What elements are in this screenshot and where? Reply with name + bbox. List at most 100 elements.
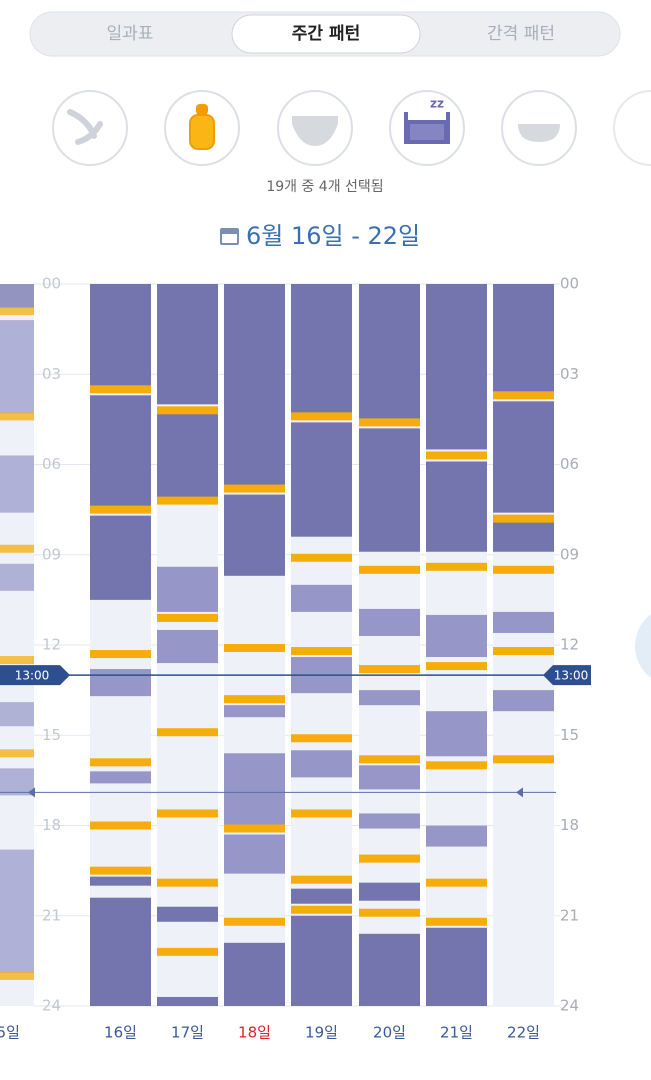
nap-block [291, 750, 352, 778]
now-label: 13:00 [15, 669, 50, 683]
nap-block [426, 825, 487, 847]
feed-mark [157, 406, 218, 415]
feed-mark [224, 644, 285, 653]
y-tick-label: 15 [560, 726, 579, 744]
nap-block [224, 834, 285, 874]
reference-arrow [516, 787, 523, 798]
sleep-block [426, 927, 487, 1006]
sleep-block [359, 882, 420, 901]
sleep-block [157, 284, 218, 405]
day-label: 20일 [373, 1024, 406, 1042]
nap-block [493, 611, 554, 633]
icon-glyph [518, 124, 560, 142]
tab-label[interactable]: 주간 패턴 [292, 24, 360, 44]
nap-block [426, 711, 487, 757]
y-tick-label: 15 [42, 726, 61, 744]
day-label: 17일 [171, 1024, 204, 1042]
tab-selected-pill [231, 14, 421, 54]
chart: 00 00 03 03 06 06 09 09 12 12 15 15 18 18 21 21 24 24 15일 1… [0, 275, 591, 1042]
feed-mark [493, 755, 554, 764]
feed-mark [359, 854, 420, 863]
feed-mark [359, 908, 420, 917]
nap-block [359, 608, 420, 636]
y-tick-label: 24 [560, 997, 579, 1015]
sleep-block [90, 897, 151, 1006]
icon-glyph [189, 114, 215, 150]
side-handle[interactable] [635, 606, 651, 686]
feed-mark [291, 553, 352, 562]
feed-mark [493, 565, 554, 574]
icon-glyph: zz [430, 97, 444, 111]
feed-mark [90, 821, 151, 830]
sleep-block [224, 942, 285, 1006]
feed-mark [157, 947, 218, 956]
sleep-block [157, 413, 218, 498]
icon-more[interactable] [613, 90, 651, 166]
y-tick-label: 06 [560, 455, 579, 473]
sleep-block [359, 933, 420, 1006]
calendar-face [222, 234, 237, 243]
feed-mark [224, 695, 285, 704]
feed-mark [291, 905, 352, 914]
feed-mark [157, 728, 218, 737]
y-tick-label: 03 [42, 365, 61, 383]
selection-count: 19개 중 4개 선택됨 [266, 179, 383, 195]
sleep-block [157, 996, 218, 1006]
icon-glyph [67, 109, 103, 145]
feed-mark [0, 971, 34, 980]
nap-block [157, 566, 218, 612]
nap-block [0, 702, 34, 727]
tab-label[interactable]: 일과표 [107, 24, 154, 44]
y-tick-label: 21 [560, 906, 579, 924]
feed-mark [157, 613, 218, 622]
sleep-block [426, 461, 487, 552]
nap-block [0, 849, 34, 973]
feed-mark [426, 662, 487, 671]
feed-mark [291, 647, 352, 656]
nap-block [493, 690, 554, 712]
feed-mark [291, 734, 352, 743]
day-label: 15일 [0, 1024, 20, 1042]
sleep-block [90, 876, 151, 886]
icon-glyph [292, 116, 338, 146]
date-range[interactable]: 6월 16일 - 22일 [246, 222, 420, 250]
nap-block [359, 813, 420, 829]
y-tick-label: 03 [560, 365, 579, 383]
feed-mark [359, 665, 420, 674]
calendar-icon [220, 228, 239, 245]
nap-block [291, 584, 352, 612]
feed-mark [224, 917, 285, 926]
feed-mark [157, 809, 218, 818]
day-label: 16일 [104, 1024, 137, 1042]
feed-mark [90, 385, 151, 394]
sleep-block [359, 428, 420, 552]
sleep-block [90, 395, 151, 507]
sleep-block [90, 515, 151, 600]
sleep-block [157, 906, 218, 922]
day-label: 22일 [507, 1024, 540, 1042]
feed-mark [359, 418, 420, 427]
feed-mark [224, 824, 285, 833]
feed-mark [291, 809, 352, 818]
feed-mark [224, 484, 285, 493]
tab-label[interactable]: 간격 패턴 [487, 24, 555, 44]
y-tick-label: 09 [560, 545, 579, 563]
y-tick-label: 18 [560, 816, 579, 834]
day-label: 21일 [440, 1024, 473, 1042]
nap-block [157, 629, 218, 664]
feed-mark [0, 544, 34, 553]
sleep-block [90, 284, 151, 387]
y-tick-label: 18 [42, 816, 61, 834]
now-label: 13:00 [554, 669, 589, 683]
nap-block [90, 771, 151, 784]
sleep-block [426, 284, 487, 450]
day-label: 19일 [305, 1024, 338, 1042]
day-label: 18일 [238, 1024, 271, 1042]
reference-arrow [28, 787, 35, 798]
feed-mark [157, 878, 218, 887]
nap-block [90, 669, 151, 697]
nap-block [0, 563, 34, 591]
feed-mark [291, 875, 352, 884]
